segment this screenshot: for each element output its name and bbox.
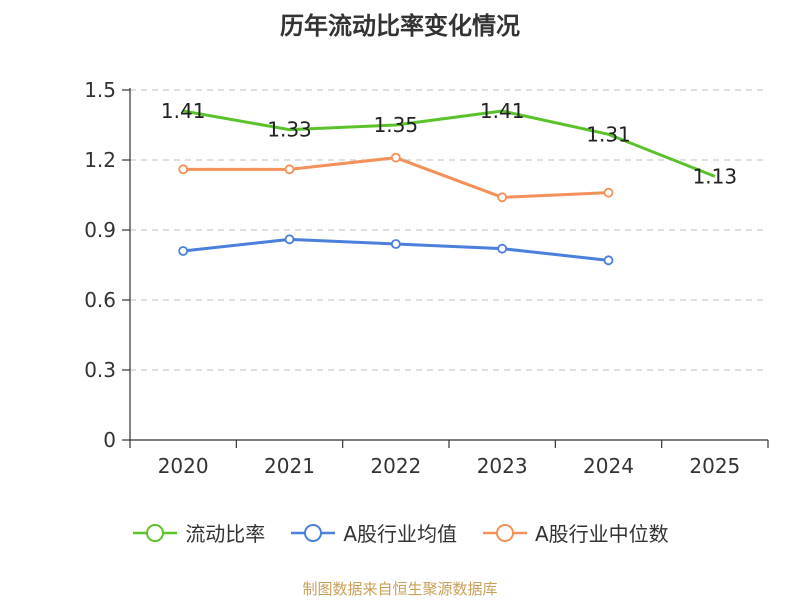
series-line-industry-median (183, 156, 609, 199)
data-point-industry-median (603, 187, 614, 198)
data-point-industry-mean (497, 243, 508, 254)
data-label: 1.31 (586, 122, 631, 146)
y-tick-label: 1.5 (84, 78, 116, 102)
data-label: 1.41 (161, 99, 206, 123)
data-labels: 1.41 1.33 1.35 1.41 1.31 1.13 (161, 99, 737, 188)
legend-marker-current-ratio (133, 523, 178, 542)
x-tick-label: 2022 (370, 454, 421, 478)
x-tick-label: 2021 (264, 454, 315, 478)
y-tick-label: 0 (103, 428, 116, 452)
series-group (178, 109, 716, 266)
data-point-industry-median (390, 152, 401, 163)
data-label: 1.35 (374, 113, 419, 137)
data-point-industry-mean (390, 239, 401, 249)
x-tick-label: 2025 (689, 454, 740, 478)
y-tick-label: 1.2 (84, 148, 116, 172)
series-line-current-ratio (182, 109, 716, 178)
legend-marker-industry-median (483, 523, 527, 542)
data-point-industry-mean (178, 246, 189, 256)
grid-lines (130, 89, 768, 371)
legend-label-current-ratio: 流动比率 (185, 522, 266, 546)
legend-item-current-ratio[interactable]: 流动比率 (131, 518, 265, 547)
data-point-industry-median (497, 192, 508, 203)
data-label: 1.41 (480, 99, 525, 123)
x-tick-label: 2023 (477, 454, 528, 478)
x-tick-label: 2020 (158, 454, 209, 478)
legend-label-industry-median: A股行业中位数 (535, 522, 669, 546)
data-label: 1.13 (693, 164, 738, 188)
data-point-industry-median (178, 164, 189, 175)
y-tick-label: 0.3 (84, 358, 116, 382)
chart-title: 历年流动比率变化情况 (280, 12, 520, 40)
y-tick-label: 0.6 (84, 288, 116, 312)
legend: 流动比率 A股行业均值 A股行业中位数 (0, 518, 800, 547)
legend-marker-industry-mean (291, 523, 336, 542)
x-tick-label: 2024 (583, 454, 634, 478)
axes: 0 0.3 0.6 0.9 1.2 1.5 2020 2021 2022 2023 2024 2025 (84, 78, 769, 478)
data-point-industry-mean (603, 255, 614, 266)
legend-label-industry-mean: A股行业均值 (343, 522, 457, 546)
data-point-industry-mean (284, 234, 295, 245)
data-source-note: 制图数据来自恒生聚源数据库 (302, 580, 498, 598)
data-label: 1.33 (267, 118, 312, 142)
y-tick-label: 0.9 (84, 218, 116, 242)
data-point-industry-median (284, 164, 295, 175)
legend-item-industry-median[interactable]: A股行业中位数 (481, 518, 669, 547)
legend-item-industry-mean[interactable]: A股行业均值 (289, 518, 457, 547)
